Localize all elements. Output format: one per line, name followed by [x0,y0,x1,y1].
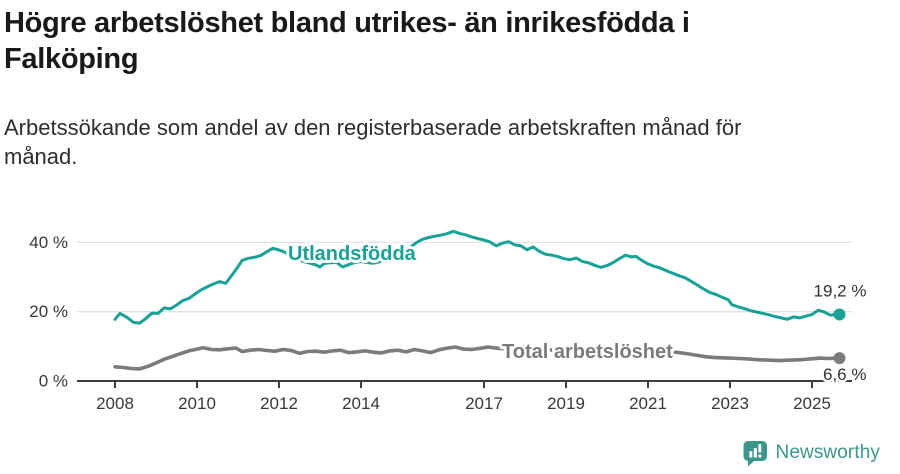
series-label-utlandsfodda: Utlandsfödda [288,243,417,265]
chart-title-line-2: Falköping [4,43,139,75]
x-tick-label-2019: 2019 [547,394,585,413]
end-value-label-total-arbetsloshet: 6,6 % [823,365,866,384]
newsworthy-icon [743,440,767,466]
line-chart: 2008 2010 2012 2014 2017 2019 2021 2023 2025 0 % 2… [29,229,869,413]
series-label-total-arbetsloshet: Total arbetslöshet [502,341,673,363]
chart-subtitle: Arbetssökande som andel av den registerb… [4,113,884,171]
newsworthy-logo[interactable]: Newsworthy [742,438,880,468]
series-line-utlandsfodda [113,229,841,325]
x-tick-label-2014: 2014 [342,394,380,413]
y-axis-label-20: 20 % [29,302,68,321]
x-tick-label-2021: 2021 [629,394,667,413]
x-tick-label-2008: 2008 [96,394,134,413]
chart-subtitle-line-1: Arbetssökande som andel av den registerb… [4,115,742,140]
end-value-label-utlandsfodda: 19,2 % [814,281,867,300]
y-axis-label-0: 0 % [39,372,68,391]
end-dot-total-arbetsloshet [833,352,846,365]
chart-title-line-1: Högre arbetslöshet bland utrikes- än inr… [4,7,690,39]
newsworthy-brand-text: Newsworthy [775,442,880,463]
series-line-total-arbetsloshet [113,345,842,371]
end-dot-utlandsfodda [833,308,846,321]
chart-subtitle-line-2: månad. [4,144,78,169]
x-tick-label-2023: 2023 [711,394,749,413]
x-tick-label-2010: 2010 [178,394,216,413]
y-axis-label-40: 40 % [29,233,68,252]
x-tick-label-2012: 2012 [260,394,298,413]
x-tick-label-2025: 2025 [793,394,831,413]
chart-title: Högre arbetslöshet bland utrikes- än inr… [4,5,884,77]
x-tick-label-2017: 2017 [465,394,503,413]
